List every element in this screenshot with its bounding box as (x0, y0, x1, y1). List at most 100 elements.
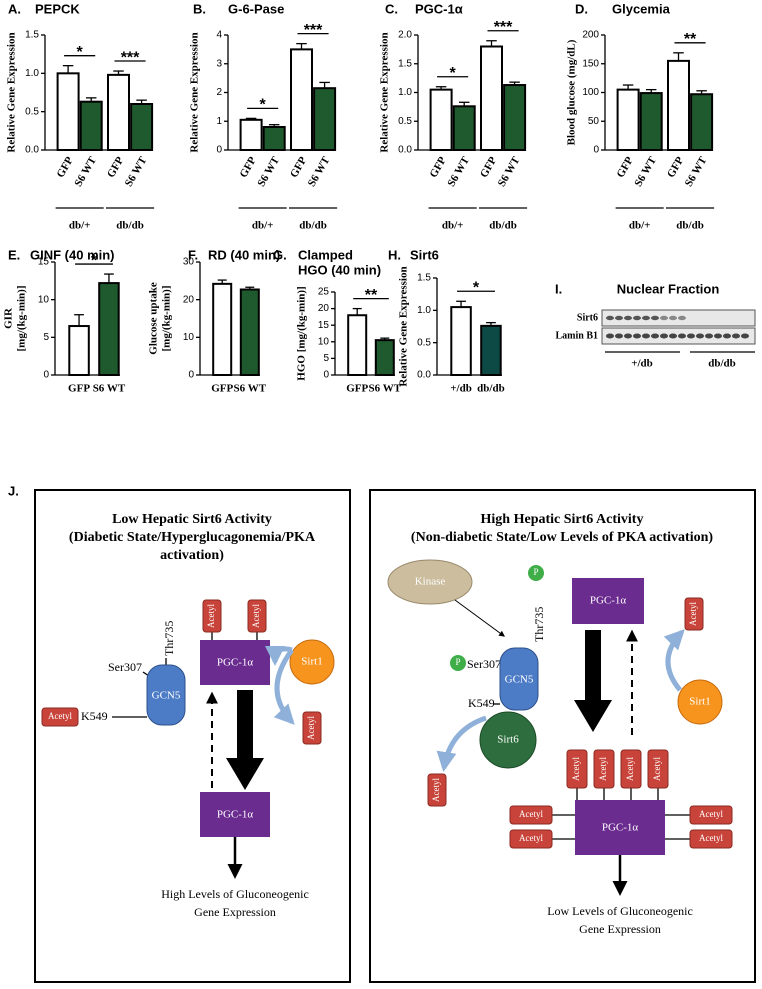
bar (68, 325, 90, 376)
acetyl-label: Acetyl (431, 778, 441, 802)
band (687, 333, 695, 339)
acetyl (202, 599, 222, 633)
acetyl-label: Acetyl (699, 809, 723, 819)
sirt1 (677, 679, 723, 725)
diagram-title: (Non-diabetic State/Low Levels of PKA ac… (411, 530, 713, 545)
significance-label: ** (365, 287, 378, 304)
significance-label: *** (121, 49, 140, 66)
bar (107, 73, 130, 151)
x-tick-label: GFP (68, 383, 90, 395)
sirt1 (289, 639, 335, 685)
x-tick-label: S6 WT (123, 154, 150, 189)
curved-arrow (436, 715, 487, 772)
band (714, 333, 722, 339)
curved-arrow (265, 645, 293, 666)
group-label: db/db (489, 220, 517, 232)
pgc-label: PGC-1α (590, 595, 627, 607)
chart-title: HGO (40 min) (298, 262, 381, 277)
phospho (450, 655, 466, 671)
bar (79, 100, 103, 151)
x-tick-label: GFP (237, 155, 259, 180)
diagram-right: High Hepatic Sirt6 Activity (Non-diabeti… (369, 489, 756, 983)
acetyl-label: Acetyl (206, 604, 216, 628)
acetyl-label: Acetyl (688, 602, 698, 626)
bar (480, 45, 503, 151)
acetyl-label: Acetyl (306, 716, 316, 740)
x-tick-label: S6 WT (496, 154, 523, 189)
gcn5-label: GCN5 (505, 674, 534, 686)
output: High Levels of Gluconeogenic (161, 887, 309, 901)
y-axis-label: Relative Gene Expression (6, 32, 18, 152)
group-label: db/db (676, 220, 704, 232)
acetyl (427, 773, 447, 807)
x-tick-label: GFP (105, 155, 127, 180)
y-tick-label: 0 (323, 370, 329, 381)
bar (480, 324, 502, 376)
band (678, 315, 686, 321)
y-tick-label: 0 (593, 145, 599, 156)
acetyl (41, 707, 79, 727)
x-tick-label: S6 WT (683, 154, 710, 189)
band (660, 333, 668, 339)
y-tick-label: 0.0 (417, 370, 431, 381)
y-tick-label: 15 (318, 320, 330, 331)
x-tick-label: GFP (54, 155, 76, 180)
diagram-title: Low Hepatic Sirt6 Activity (112, 512, 272, 527)
y-tick-label: 0 (216, 145, 222, 156)
residue: Ser307 (108, 660, 142, 674)
panel-label: E. (8, 247, 20, 262)
y-tick-label: 2.0 (398, 30, 412, 41)
band (696, 333, 704, 339)
band (651, 333, 659, 339)
y-tick-label: 10 (318, 336, 330, 347)
group-label: db/db (299, 220, 327, 232)
chart-title: Sirt6 (410, 247, 439, 262)
y-tick-label: 50 (588, 116, 600, 127)
bar (347, 314, 368, 376)
acetyl (302, 711, 322, 745)
x-tick-label: GFP (665, 155, 687, 180)
diagram-left: Low Hepatic Sirt6 Activity (Diabetic Sta… (34, 489, 351, 983)
acetyl-label: Acetyl (251, 604, 261, 628)
x-tick-label: S6 WT (255, 154, 282, 189)
band (723, 333, 731, 339)
bar (452, 105, 476, 152)
panel-label: D. (575, 1, 588, 16)
arrow (454, 599, 505, 637)
bar (639, 92, 663, 151)
y-tick-label: 10 (183, 332, 195, 343)
acetyl (247, 599, 267, 633)
x-tick-label: GFP (288, 155, 310, 180)
group-label: db/+ (69, 220, 91, 232)
y-tick-label: 0 (188, 370, 194, 381)
bar (130, 103, 154, 151)
acetyl (684, 597, 704, 631)
x-tick-label: S6 WT (72, 154, 99, 189)
panel-label: I. (555, 281, 562, 296)
sirt6 (479, 711, 537, 769)
band (624, 333, 632, 339)
group-label: db/db (708, 358, 736, 370)
y-tick-label: 20 (318, 303, 330, 314)
bar (262, 126, 286, 151)
y-tick-label: 100 (582, 87, 599, 98)
panel-label: A. (8, 1, 21, 16)
bar (374, 339, 395, 377)
kinase (387, 559, 473, 605)
acetyl (689, 805, 733, 825)
x-tick-label: GFP (478, 155, 500, 180)
band (624, 315, 632, 321)
panel-label: B. (193, 1, 206, 16)
acetyl-label: Acetyl (519, 833, 543, 843)
diagram-title: activation) (160, 548, 224, 563)
band (678, 333, 686, 339)
sirt1-label: Sirt1 (301, 656, 322, 668)
x-tick-label: S6 WT (93, 383, 126, 395)
significance-label: * (450, 65, 457, 82)
bar (503, 84, 527, 151)
y-tick-label: 0.5 (25, 106, 39, 117)
acetyl-group: Acetyl Acetyl Acetyl Acetyl Acetyl Acetyl Acet… (509, 749, 733, 849)
pgc-box (200, 792, 270, 837)
bar (290, 48, 313, 151)
sirt6-label: Sirt6 (497, 734, 519, 746)
